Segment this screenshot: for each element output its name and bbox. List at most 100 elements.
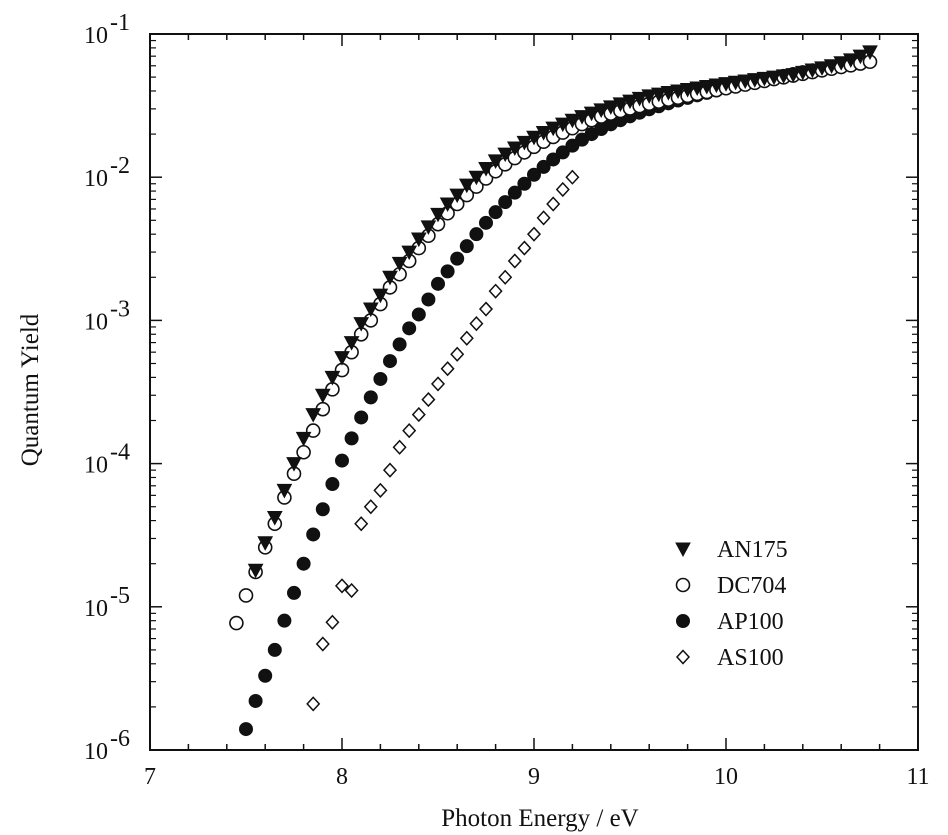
data-point <box>487 154 504 169</box>
data-point <box>535 126 552 141</box>
data-point <box>420 220 437 235</box>
data-point <box>650 87 667 103</box>
data-point <box>498 269 513 285</box>
data-point <box>373 482 388 498</box>
legend-marker <box>675 542 691 558</box>
data-point <box>402 321 417 336</box>
data-point <box>794 65 811 81</box>
x-tick-label: 7 <box>144 764 156 790</box>
legend-item: AP100 <box>676 609 784 635</box>
data-point <box>554 117 571 133</box>
data-point <box>546 152 561 167</box>
data-point <box>266 511 283 526</box>
y-tick-label: 10 -1 <box>84 10 130 49</box>
data-point <box>526 226 542 242</box>
data-point <box>344 582 359 599</box>
data-point <box>354 516 369 532</box>
data-point <box>507 185 522 200</box>
series-as100 <box>306 169 580 712</box>
data-point <box>314 388 331 404</box>
data-point <box>449 188 466 204</box>
data-point <box>343 336 360 351</box>
x-tick-label: 9 <box>528 764 540 790</box>
y-tick-label-exponent: -3 <box>110 296 130 322</box>
data-point <box>344 431 359 446</box>
x-tick-label: 10 <box>714 764 738 790</box>
data-point <box>564 113 581 129</box>
data-point <box>746 73 763 88</box>
data-point <box>555 181 570 198</box>
data-point <box>459 330 474 346</box>
data-point <box>315 502 330 517</box>
y-tick-label-base: 10 <box>84 453 108 479</box>
data-point <box>335 453 349 468</box>
legend: AN175 DC704 AP100 AS100 <box>675 537 788 671</box>
data-point <box>516 135 533 151</box>
data-point <box>708 78 725 94</box>
data-point <box>354 410 369 425</box>
data-point <box>239 722 253 737</box>
data-point <box>458 178 475 194</box>
data-point <box>498 195 513 210</box>
data-point <box>295 431 312 447</box>
data-point <box>622 94 638 110</box>
legend-label: AS100 <box>717 645 784 671</box>
data-point <box>517 176 532 191</box>
data-point <box>382 462 398 478</box>
data-point <box>372 288 389 304</box>
data-point <box>325 477 340 492</box>
data-point <box>276 483 293 499</box>
data-point <box>353 317 370 332</box>
data-point <box>593 103 610 118</box>
data-point <box>410 232 427 248</box>
data-point <box>689 81 706 97</box>
data-point <box>526 130 542 146</box>
data-point <box>565 169 580 185</box>
data-point <box>497 147 514 163</box>
series-an175 <box>247 45 878 579</box>
data-point <box>555 145 570 160</box>
legend-label: AP100 <box>717 609 784 635</box>
x-tick-label: 11 <box>906 764 929 790</box>
y-tick-label: 10 -5 <box>84 583 130 622</box>
data-point <box>602 100 619 115</box>
data-point <box>287 585 301 600</box>
y-tick-label: 10 -3 <box>84 296 130 335</box>
data-point <box>842 53 859 68</box>
data-point <box>536 159 551 174</box>
data-point <box>641 89 658 104</box>
y-tick-label-exponent: -5 <box>110 583 130 609</box>
data-point <box>536 210 551 226</box>
data-point <box>814 61 830 76</box>
data-point <box>718 77 734 92</box>
data-point <box>286 457 302 472</box>
data-point <box>421 391 436 408</box>
legend-label: DC704 <box>717 573 786 599</box>
y-tick-label-base: 10 <box>84 23 108 49</box>
data-point <box>478 162 494 177</box>
data-point <box>545 121 562 137</box>
data-point <box>852 49 869 65</box>
data-point <box>306 696 321 712</box>
data-point <box>583 106 600 122</box>
data-point <box>411 307 426 322</box>
y-tick-labels: 10-610-510-410-310-210-1 <box>84 10 130 765</box>
y-tick-label-exponent: -1 <box>110 10 130 36</box>
data-point <box>305 408 322 423</box>
data-point <box>421 292 436 307</box>
data-point <box>612 97 629 112</box>
data-point <box>324 370 341 386</box>
data-point <box>775 69 792 84</box>
data-point <box>382 270 398 286</box>
data-point <box>306 527 321 542</box>
data-point <box>430 207 446 223</box>
y-tick-label: 10 -4 <box>84 440 130 479</box>
y-tick-label-base: 10 <box>84 166 108 192</box>
data-point <box>315 636 330 652</box>
data-point <box>363 390 378 405</box>
data-point <box>468 170 485 186</box>
data-point <box>402 422 417 439</box>
data-point <box>440 264 455 279</box>
y-tick-label-base: 10 <box>84 596 108 622</box>
